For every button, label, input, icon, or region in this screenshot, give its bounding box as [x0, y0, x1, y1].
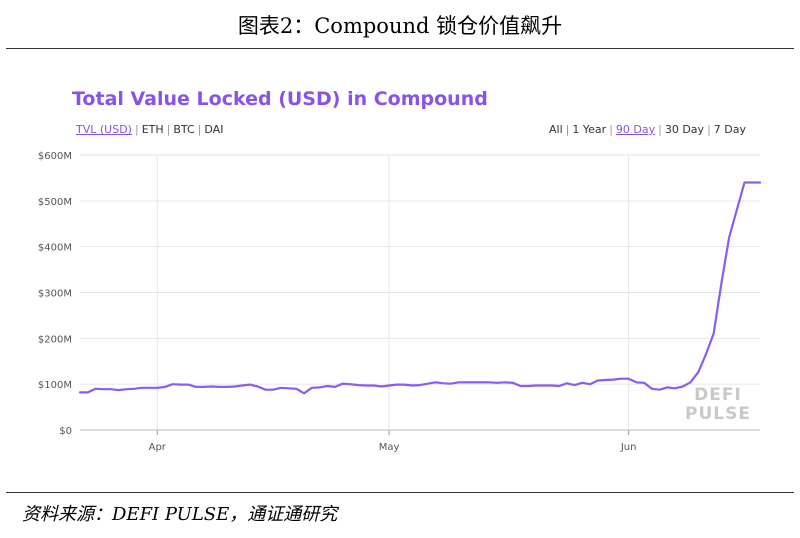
tab-separator: |	[609, 123, 613, 136]
x-tick-label: Apr	[149, 442, 167, 453]
tab-separator: |	[166, 123, 171, 136]
tab-separator: |	[658, 123, 662, 136]
y-tick-label: $500M	[38, 197, 72, 208]
grid-lines	[80, 154, 760, 435]
tab-eth[interactable]: ETH	[141, 123, 164, 136]
tab-all[interactable]: All	[549, 123, 563, 136]
tab-separator: |	[197, 123, 202, 136]
tab-tvl-usd[interactable]: TVL (USD)	[76, 123, 132, 136]
figure-title: 图表2：Compound 锁仓价值飙升	[237, 14, 563, 38]
tab-dai[interactable]: DAI	[204, 123, 224, 136]
y-tick-label: $600M	[38, 151, 72, 162]
bottom-rule	[6, 492, 794, 493]
tab-separator: |	[565, 123, 570, 136]
tab-separator: |	[134, 123, 139, 136]
chart-title: Total Value Locked (USD) in Compound	[72, 88, 488, 110]
tab-separator: |	[707, 123, 711, 136]
top-rule	[6, 48, 794, 49]
watermark-line-2: PULSE	[685, 404, 751, 424]
x-tick-labels: Apr May Jun	[149, 442, 637, 453]
y-tick-label: $100M	[38, 380, 72, 391]
asset-tabs: TVL (USD) | ETH | BTC | DAI	[76, 123, 223, 136]
figure-source: 资料来源：DEFI PULSE，通证通研究	[22, 504, 338, 525]
tab-30-day[interactable]: 30 Day	[664, 123, 705, 136]
y-tick-label: $300M	[38, 289, 72, 300]
watermark-line-1: DEFI	[694, 385, 742, 405]
x-tick-label: Jun	[620, 442, 637, 453]
tab-1-year[interactable]: 1 Year	[572, 123, 607, 136]
x-tick-label: May	[379, 442, 400, 453]
y-tick-label: $200M	[38, 334, 72, 345]
tvl-series-line	[78, 181, 762, 395]
y-tick-label: $400M	[38, 243, 72, 254]
tab-7-day[interactable]: 7 Day	[713, 123, 746, 136]
tab-90-day[interactable]: 90 Day	[615, 123, 656, 136]
y-tick-label: $0	[59, 426, 72, 437]
tab-btc[interactable]: BTC	[173, 123, 195, 136]
y-tick-labels: $0 $100M $200M $300M $400M $500M $600M	[38, 151, 72, 437]
range-tabs: All | 1 Year | 90 Day | 30 Day | 7 Day	[549, 123, 746, 136]
